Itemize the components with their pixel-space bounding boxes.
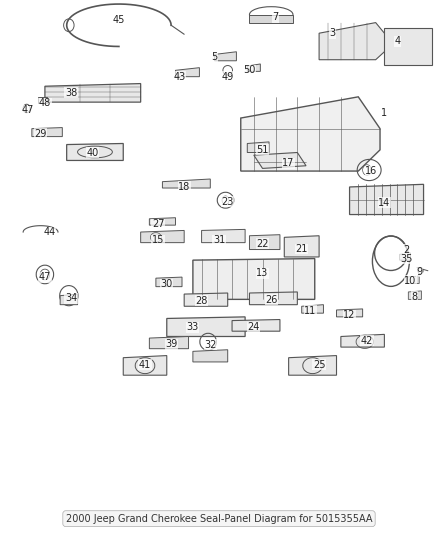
Text: 26: 26: [265, 295, 277, 305]
Polygon shape: [167, 317, 245, 336]
Text: 14: 14: [378, 198, 391, 208]
Text: 12: 12: [343, 310, 356, 320]
Polygon shape: [250, 292, 297, 305]
Polygon shape: [156, 277, 182, 287]
Polygon shape: [232, 319, 280, 331]
Text: 51: 51: [256, 145, 268, 155]
Text: 4: 4: [394, 36, 400, 46]
Text: 7: 7: [272, 12, 279, 22]
Text: 33: 33: [187, 322, 199, 333]
Polygon shape: [254, 152, 306, 168]
Polygon shape: [60, 294, 78, 305]
Text: 41: 41: [139, 360, 151, 369]
Text: 1: 1: [381, 108, 388, 118]
Text: 17: 17: [283, 158, 295, 168]
Text: 43: 43: [174, 71, 186, 82]
Text: 16: 16: [365, 166, 378, 176]
Polygon shape: [67, 143, 123, 160]
Polygon shape: [162, 179, 210, 188]
Polygon shape: [123, 356, 167, 375]
Text: 34: 34: [65, 293, 77, 303]
Text: 3: 3: [329, 28, 335, 38]
Polygon shape: [241, 97, 380, 171]
Text: 50: 50: [243, 66, 256, 75]
Polygon shape: [247, 142, 269, 152]
Polygon shape: [399, 253, 410, 260]
Polygon shape: [289, 356, 336, 375]
Polygon shape: [39, 97, 47, 103]
Polygon shape: [250, 14, 293, 22]
Polygon shape: [350, 184, 424, 215]
Text: 28: 28: [195, 296, 208, 306]
Polygon shape: [341, 334, 385, 347]
Text: 9: 9: [416, 267, 422, 277]
Text: 22: 22: [256, 239, 269, 249]
Polygon shape: [250, 235, 280, 249]
Text: 48: 48: [39, 98, 51, 108]
Text: 35: 35: [400, 254, 412, 263]
Text: 24: 24: [247, 322, 260, 333]
Text: 15: 15: [152, 235, 164, 245]
Text: 5: 5: [212, 52, 218, 62]
Text: 44: 44: [43, 227, 55, 237]
Polygon shape: [45, 84, 141, 102]
Polygon shape: [201, 229, 245, 243]
Text: 8: 8: [412, 292, 418, 302]
Polygon shape: [215, 52, 237, 61]
Polygon shape: [408, 291, 421, 300]
Text: 49: 49: [222, 71, 234, 82]
Polygon shape: [336, 309, 363, 317]
Polygon shape: [184, 293, 228, 306]
Text: 39: 39: [165, 340, 177, 350]
Text: 47: 47: [21, 105, 34, 115]
Text: 30: 30: [161, 279, 173, 289]
Polygon shape: [32, 127, 62, 136]
Text: 11: 11: [304, 305, 317, 316]
Text: 18: 18: [178, 182, 190, 192]
Polygon shape: [149, 336, 188, 349]
Text: 32: 32: [204, 340, 216, 350]
Polygon shape: [284, 236, 319, 257]
Polygon shape: [141, 230, 184, 243]
Text: 47: 47: [39, 272, 51, 282]
Polygon shape: [302, 305, 323, 313]
Polygon shape: [406, 276, 419, 284]
Text: 13: 13: [256, 269, 268, 278]
Text: 31: 31: [213, 235, 225, 245]
Text: 42: 42: [361, 336, 373, 346]
Text: 40: 40: [87, 148, 99, 158]
Text: 29: 29: [34, 129, 47, 139]
Text: 25: 25: [313, 360, 325, 369]
Text: 27: 27: [152, 219, 164, 229]
Text: 21: 21: [296, 244, 308, 254]
Polygon shape: [193, 259, 315, 300]
Polygon shape: [176, 68, 199, 77]
Text: 38: 38: [65, 87, 77, 98]
Text: 45: 45: [113, 15, 125, 25]
Polygon shape: [149, 217, 176, 225]
Polygon shape: [385, 28, 432, 65]
Text: 2000 Jeep Grand Cherokee Seal-Panel Diagram for 5015355AA: 2000 Jeep Grand Cherokee Seal-Panel Diag…: [66, 514, 372, 523]
Polygon shape: [247, 64, 260, 71]
Polygon shape: [193, 350, 228, 362]
Text: 23: 23: [222, 197, 234, 207]
Polygon shape: [319, 22, 393, 60]
Text: 2: 2: [403, 245, 409, 255]
Text: 10: 10: [404, 276, 417, 286]
